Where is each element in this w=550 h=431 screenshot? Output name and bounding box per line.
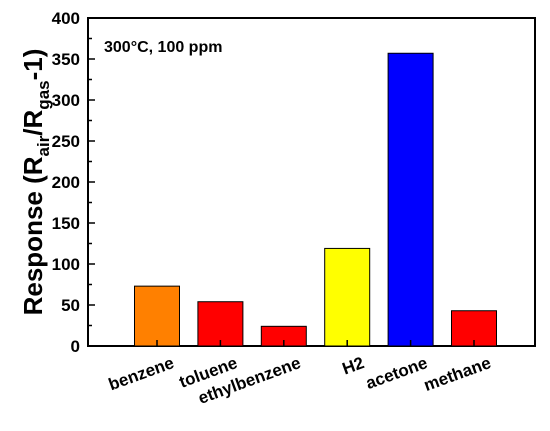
bar-toluene (197, 301, 244, 347)
y-axis-label-suffix: -1) (18, 49, 48, 81)
y-tick-label: 0 (71, 337, 80, 356)
bars (134, 52, 497, 347)
y-tick-label: 350 (52, 50, 80, 69)
y-axis-label-sub-air: air (34, 135, 53, 156)
y-tick-label: 250 (52, 132, 80, 151)
bar-acetone (387, 52, 434, 347)
bar-benzene (134, 285, 180, 347)
y-tick-label: 100 (52, 255, 80, 274)
x-category-label-benzene: benzene (106, 353, 176, 394)
bar-h2 (324, 247, 371, 347)
y-axis-ticks: 0 50 100 150 200 250 300 350 400 (52, 9, 95, 356)
x-category-label-methane: methane (421, 353, 493, 395)
y-axis-label: Response (Rair/Rgas-1) (18, 49, 53, 316)
y-axis-label-prefix: Response (R (18, 156, 48, 315)
y-tick-label: 50 (61, 296, 80, 315)
y-axis-label-sub-gas: gas (34, 80, 53, 109)
y-tick-label: 400 (52, 9, 80, 28)
y-tick-label: 300 (52, 91, 80, 110)
y-tick-label: 150 (52, 214, 80, 233)
x-category-label-acetone: acetone (363, 353, 430, 393)
y-tick-label: 200 (52, 173, 80, 192)
condition-annotation: 300°C, 100 ppm (104, 39, 222, 56)
y-axis-label-mid: /R (18, 109, 48, 135)
